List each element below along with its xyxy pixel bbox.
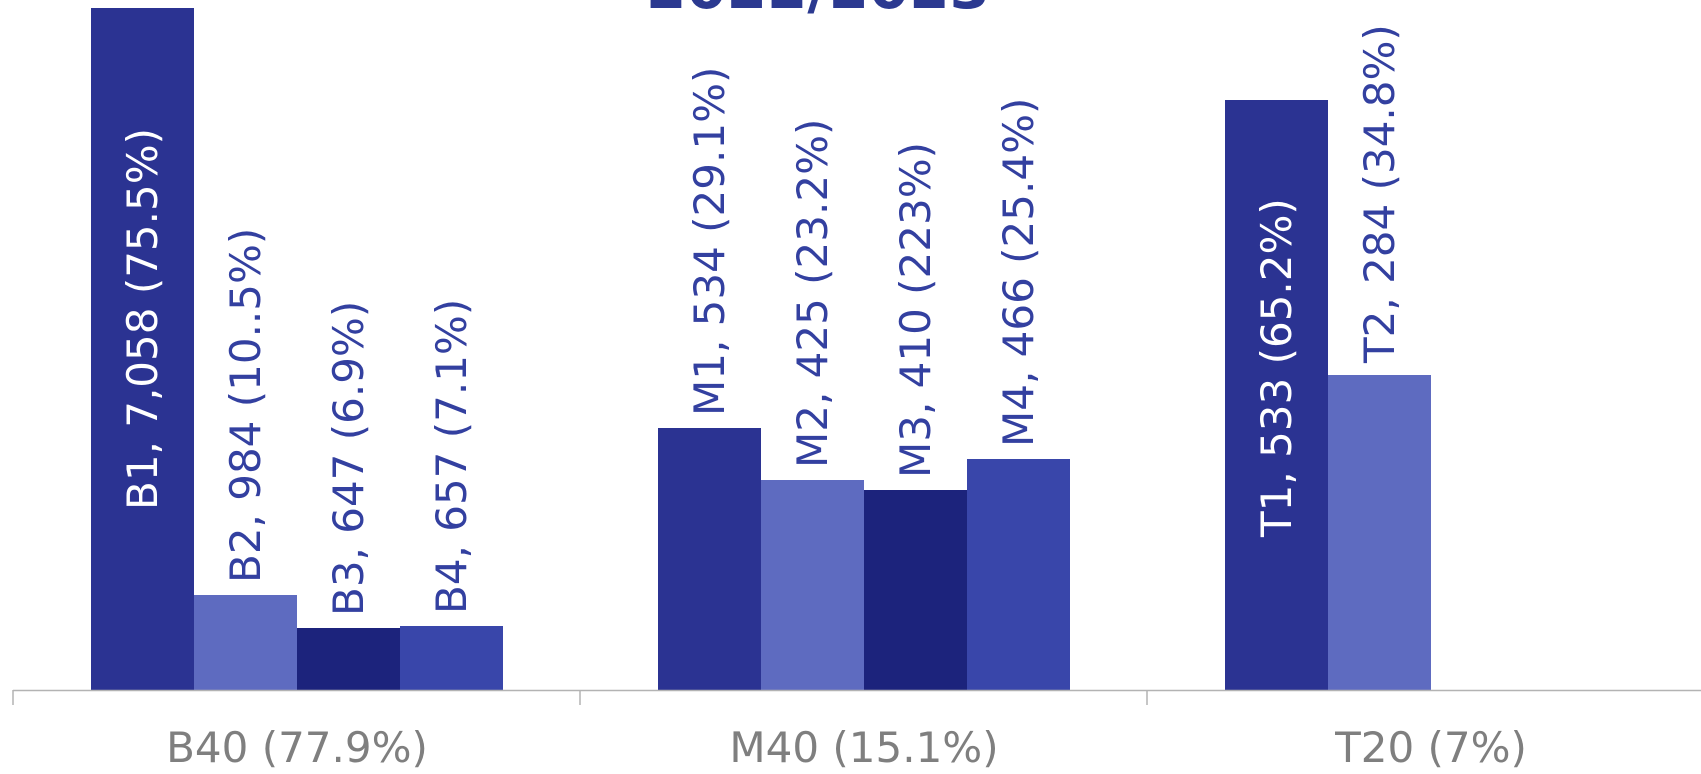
bar-M2 (761, 480, 864, 690)
bar-B4 (400, 626, 503, 690)
bar-label-M1: M1, 534 (29.1%) (685, 67, 734, 416)
bar-M4 (967, 459, 1070, 690)
bar-label-B4: B4, 657 (7.1%) (427, 299, 476, 614)
category-label: M40 (15.1%) (729, 723, 998, 770)
bar-label-M3: M3, 410 (223%) (891, 142, 940, 478)
bar-B1 (91, 8, 194, 690)
bar-label-T1: T1, 533 (65.2%) (1252, 198, 1301, 538)
bar-T2 (1328, 375, 1431, 690)
bar-label-B1: B1, 7,058 (75.5%) (118, 128, 167, 510)
bar-label-M4: M4, 466 (25.4%) (994, 98, 1043, 447)
chart-title: 2022/2023 (646, 0, 990, 22)
category-label: B40 (77.9%) (166, 723, 428, 770)
bar-M3 (864, 490, 967, 690)
bar-M1 (658, 428, 761, 690)
bar-label-T2: T2, 284 (34.8%) (1355, 24, 1404, 364)
category-label: T20 (7%) (1334, 723, 1527, 770)
bar-T1 (1225, 100, 1328, 690)
bar-label-M2: M2, 425 (23.2%) (788, 119, 837, 468)
bar-label-B3: B3, 647 (6.9%) (324, 301, 373, 616)
bar-label-B2: B2, 984 (10..5%) (221, 228, 270, 583)
bar-B2 (194, 595, 297, 690)
bar-B3 (297, 628, 400, 690)
